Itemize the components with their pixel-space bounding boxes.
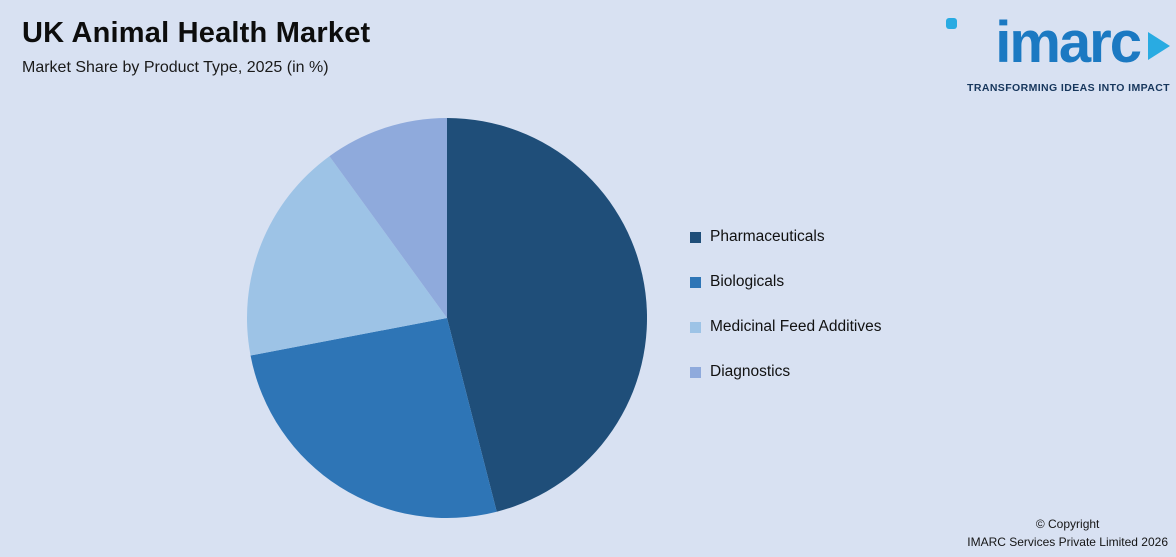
imarc-logo: imarc TRANSFORMING IDEAS INTO IMPACT: [934, 12, 1170, 94]
legend-item-biologicals: Biologicals: [690, 273, 881, 291]
legend-label: Pharmaceuticals: [710, 228, 825, 245]
legend-label: Medicinal Feed Additives: [710, 318, 882, 335]
imarc-logo-tagline: TRANSFORMING IDEAS INTO IMPACT: [967, 82, 1170, 94]
legend-label: Diagnostics: [710, 363, 791, 380]
legend-marker-icon: [690, 231, 701, 243]
copyright-line2: IMARC Services Private Limited 2026: [967, 534, 1168, 549]
legend-item-medicinal-feed-additives: Medicinal Feed Additives: [690, 318, 881, 336]
pie-chart-area: [242, 113, 652, 523]
page-subtitle: Market Share by Product Type, 2025 (in %…: [22, 58, 329, 76]
legend-marker-icon: [690, 276, 701, 288]
imarc-logo-text: imarc: [995, 10, 1142, 75]
page-title: UK Animal Health Market: [22, 17, 371, 49]
legend-marker-icon: [690, 366, 701, 378]
pie-slice-diagnostics: [329, 118, 447, 318]
legend-item-diagnostics: Diagnostics: [690, 363, 881, 381]
copyright-notice: © Copyright IMARC Services Private Limit…: [967, 516, 1168, 551]
legend-label: Biologicals: [710, 273, 785, 290]
chart-legend: Pharmaceuticals Biologicals Medicinal Fe…: [690, 228, 881, 381]
legend-marker-icon: [690, 321, 701, 333]
imarc-logo-arrow-icon: [1148, 32, 1170, 60]
legend-item-pharmaceuticals: Pharmaceuticals: [690, 228, 881, 246]
copyright-line1: © Copyright: [1035, 517, 1100, 532]
pie-chart: [246, 118, 648, 519]
pie-slice-pharmaceuticals: [447, 118, 648, 512]
header: UK Animal Health Market Market Share by …: [22, 16, 370, 77]
imarc-logo-wordmark: imarc: [934, 12, 1170, 78]
pie-slice-medicinal-feed-additives: [246, 156, 447, 356]
pie-slice-biologicals: [250, 318, 497, 519]
imarc-logo-dot-icon: [946, 18, 957, 29]
